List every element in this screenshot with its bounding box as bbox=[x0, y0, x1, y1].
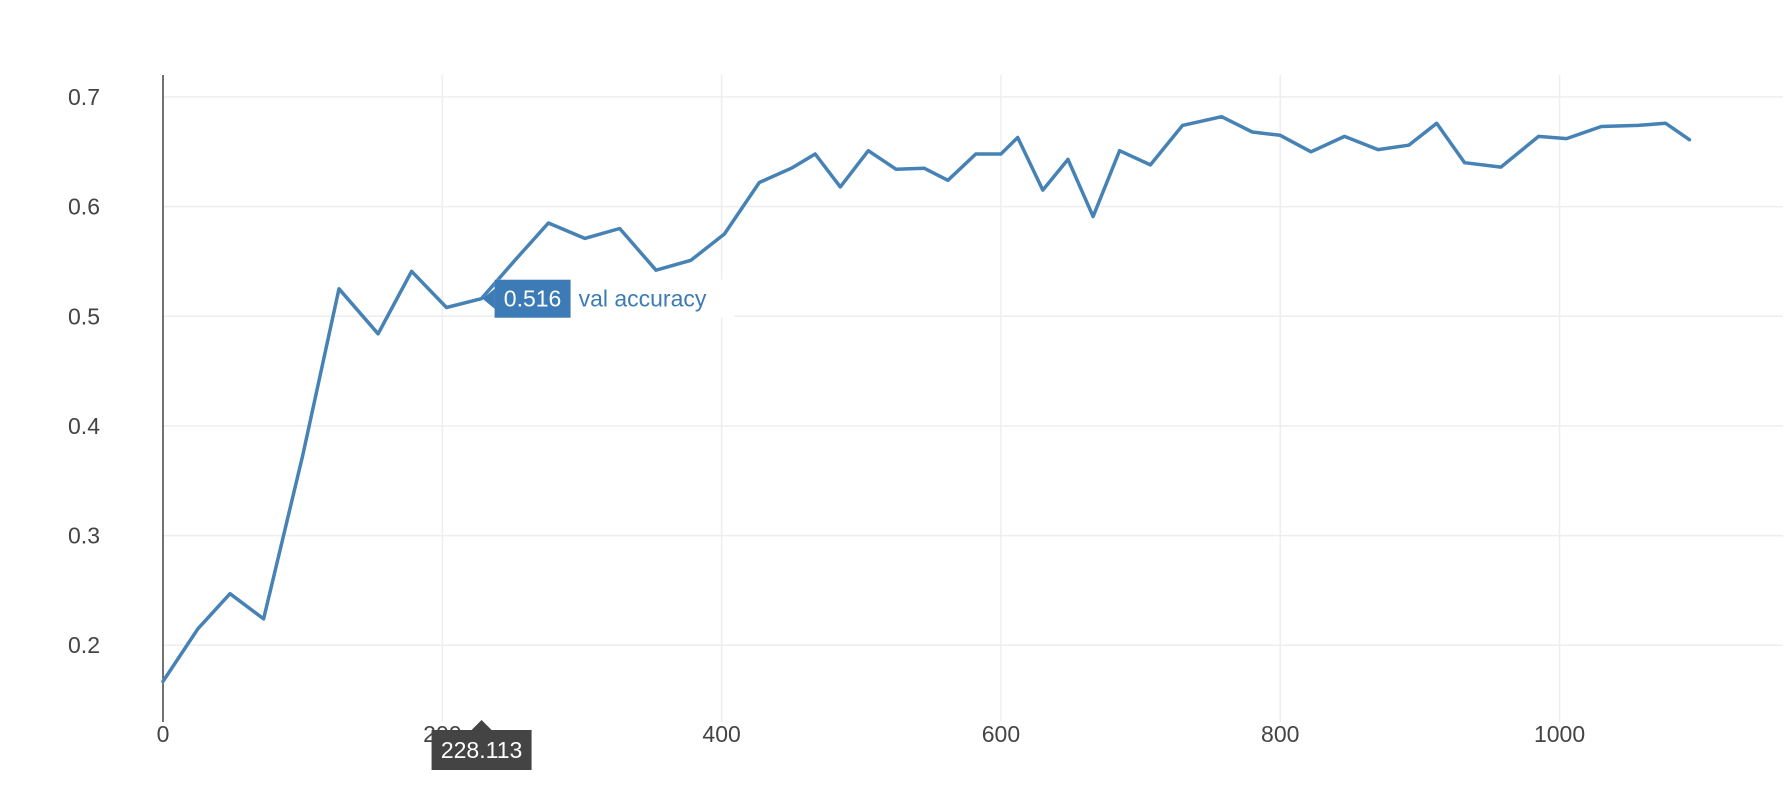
y-axis-ticks: 0.2 0.3 0.4 0.5 0.6 0.7 bbox=[68, 84, 100, 658]
hover-x-tooltip-arrow bbox=[471, 720, 492, 730]
hover-value-tooltip-arrow bbox=[482, 288, 495, 309]
hover-layer: 0.516 val accuracy 228.113 bbox=[431, 279, 735, 770]
hover-x-value-text: 228.113 bbox=[441, 737, 522, 763]
y-tick-label: 0.3 bbox=[68, 523, 100, 549]
series-line-val-accuracy[interactable] bbox=[161, 114, 1692, 684]
hover-series-name: val accuracy bbox=[579, 286, 707, 312]
x-tick-label: 400 bbox=[702, 721, 740, 747]
x-tick-label: 1000 bbox=[1534, 721, 1585, 747]
y-tick-label: 0.7 bbox=[68, 84, 100, 110]
hover-value-box bbox=[494, 279, 571, 318]
x-axis-ticks: 02004006008001000 bbox=[157, 721, 1586, 747]
hover-value-tooltip: 0.516 val accuracy bbox=[482, 279, 735, 318]
grid bbox=[163, 75, 1783, 722]
y-tick-label: 0.2 bbox=[68, 632, 100, 658]
x-tick-label: 0 bbox=[157, 721, 170, 747]
hover-value-text: 0.516 bbox=[504, 286, 562, 312]
y-tick-label: 0.5 bbox=[68, 303, 100, 329]
x-tick-label: 600 bbox=[982, 721, 1020, 747]
hover-x-tooltip-box bbox=[431, 730, 532, 770]
x-tick-label: 800 bbox=[1261, 721, 1299, 747]
y-tick-label: 0.4 bbox=[68, 413, 100, 439]
y-tick-label: 0.6 bbox=[68, 194, 100, 220]
hover-x-tooltip: 228.113 bbox=[431, 720, 532, 770]
series-layer bbox=[161, 114, 1692, 684]
